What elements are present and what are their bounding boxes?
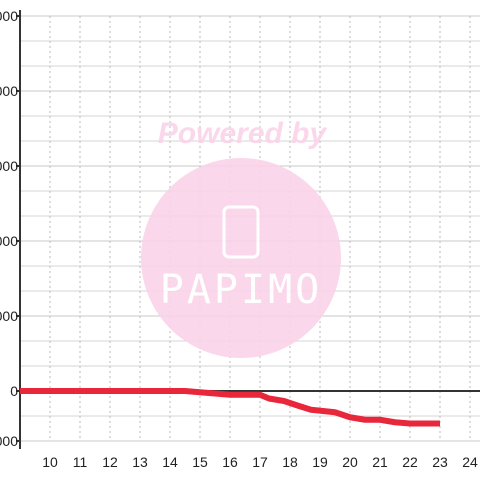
y-tick-label: -20,000 xyxy=(0,433,18,449)
x-tick-label: 13 xyxy=(132,454,148,470)
x-tick-label: 16 xyxy=(222,454,238,470)
y-tick-label: 150,000 xyxy=(0,8,18,24)
x-tick-label: 21 xyxy=(372,454,388,470)
x-tick-label: 20 xyxy=(342,454,358,470)
watermark: Powered by PAPIMO xyxy=(141,117,341,358)
watermark-phone xyxy=(222,205,260,259)
watermark-line1: Powered by xyxy=(158,117,328,150)
plot: -20,000 0 30,000 60,000 90,000 120,000 150,000… xyxy=(0,8,480,470)
watermark-line2: PAPIMO xyxy=(160,267,323,313)
y-tick-label: 0 xyxy=(10,383,18,399)
y-tick-label: 120,000 xyxy=(0,83,18,99)
y-tick-label: 90,000 xyxy=(0,158,18,174)
x-tick-label: 15 xyxy=(192,454,208,470)
x-tick-label: 22 xyxy=(402,454,418,470)
x-tick-label: 12 xyxy=(102,454,118,470)
y-tick-label: 60,000 xyxy=(0,233,18,249)
x-tick-label: 10 xyxy=(42,454,58,470)
line xyxy=(20,388,441,427)
x-tick-label: 14 xyxy=(162,454,178,470)
x-tick-label: 19 xyxy=(312,454,328,470)
y-tick-label: 30,000 xyxy=(0,308,18,324)
x-tick-label: 17 xyxy=(252,454,268,470)
x-tick-label: 24 xyxy=(462,454,478,470)
x-tick-label: 11 xyxy=(73,454,88,470)
x-tick-label: 23 xyxy=(432,454,448,470)
x-tick-label: 18 xyxy=(282,454,298,470)
